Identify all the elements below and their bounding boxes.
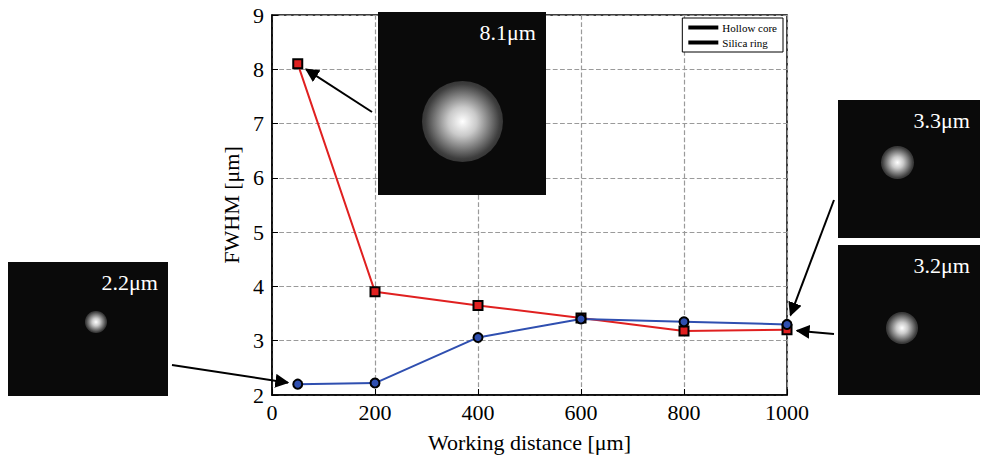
svg-text:1000: 1000 bbox=[765, 400, 809, 425]
svg-text:3: 3 bbox=[253, 328, 264, 353]
svg-text:600: 600 bbox=[565, 400, 598, 425]
svg-text:200: 200 bbox=[359, 400, 392, 425]
svg-text:800: 800 bbox=[668, 400, 701, 425]
html-text:2.2μm: 2.2μm bbox=[101, 270, 158, 295]
svg-text:Silica ring: Silica ring bbox=[722, 37, 768, 49]
svg-text:4: 4 bbox=[253, 274, 264, 299]
svg-text:7: 7 bbox=[253, 111, 264, 136]
html-text:3.2μm: 3.2μm bbox=[913, 253, 970, 278]
svg-text:8: 8 bbox=[253, 57, 264, 82]
svg-text:FWHM [μm]: FWHM [μm] bbox=[219, 146, 244, 264]
svg-text:2: 2 bbox=[253, 383, 264, 408]
html-text:3.3μm: 3.3μm bbox=[913, 108, 970, 133]
html-text:8.1μm: 8.1μm bbox=[479, 20, 536, 45]
svg-text:6: 6 bbox=[253, 165, 264, 190]
svg-text:5: 5 bbox=[253, 220, 264, 245]
svg-text:Hollow core: Hollow core bbox=[722, 22, 777, 34]
svg-text:0: 0 bbox=[267, 400, 278, 425]
svg-text:400: 400 bbox=[462, 400, 495, 425]
svg-text:Working distance [μm]: Working distance [μm] bbox=[428, 430, 631, 455]
svg-text:9: 9 bbox=[253, 3, 264, 28]
